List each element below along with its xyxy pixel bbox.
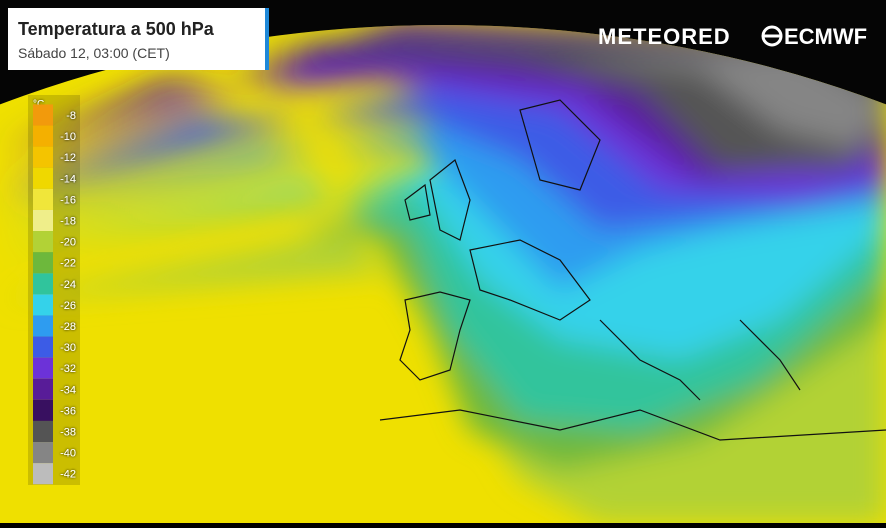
legend-swatch — [33, 125, 53, 147]
legend-swatch — [33, 209, 53, 232]
legend-swatch — [33, 378, 53, 400]
legend-label: -34 — [60, 384, 76, 396]
legend-label: -42 — [60, 469, 76, 481]
legend-swatch — [33, 188, 53, 210]
meteored-logo: METEORED — [598, 24, 731, 49]
legend-label: -8 — [66, 110, 76, 122]
legend-swatch — [33, 252, 53, 274]
legend-label: -14 — [60, 173, 76, 185]
legend-swatch — [33, 146, 53, 168]
legend-label: -20 — [60, 237, 76, 249]
legend-swatch — [33, 167, 53, 189]
ecmwf-logo: ECMWF — [784, 24, 867, 49]
legend-swatch — [33, 273, 53, 295]
legend-swatch — [33, 357, 53, 379]
coastlines — [379, 99, 886, 441]
title-box — [8, 8, 267, 70]
legend-label: -32 — [60, 363, 76, 375]
legend-label: -40 — [60, 448, 76, 460]
legend-label: -16 — [60, 194, 76, 206]
legend-label: -24 — [60, 279, 76, 291]
legend-label: -28 — [60, 321, 76, 333]
legend-swatch — [33, 420, 53, 443]
legend-label: -12 — [60, 152, 76, 164]
legend-swatch — [33, 315, 53, 337]
legend-swatch — [33, 231, 53, 253]
legend-label: -36 — [60, 405, 76, 417]
legend-swatch — [33, 399, 53, 421]
ecmwf-icon — [761, 25, 783, 47]
legend-label: -10 — [60, 131, 76, 143]
legend-swatch — [33, 442, 53, 464]
legend: -8 -10 -12 -14 -16 -18 -20 -22 -24 -26 -28 -30 -32 -3… — [33, 104, 76, 485]
legend-label: -30 — [60, 342, 76, 354]
title-accent — [265, 8, 269, 70]
legend-label: -22 — [60, 258, 76, 270]
subtitle: Sábado 12, 03:00 (CET) — [18, 45, 170, 61]
legend-swatch — [33, 336, 53, 358]
legend-label: -38 — [60, 427, 76, 439]
legend-swatch — [33, 294, 53, 316]
legend-label: -18 — [60, 216, 76, 228]
legend-label: -26 — [60, 300, 76, 312]
legend-swatch — [33, 463, 53, 485]
title: Temperatura a 500 hPa — [18, 19, 215, 39]
legend-swatch — [33, 104, 53, 126]
